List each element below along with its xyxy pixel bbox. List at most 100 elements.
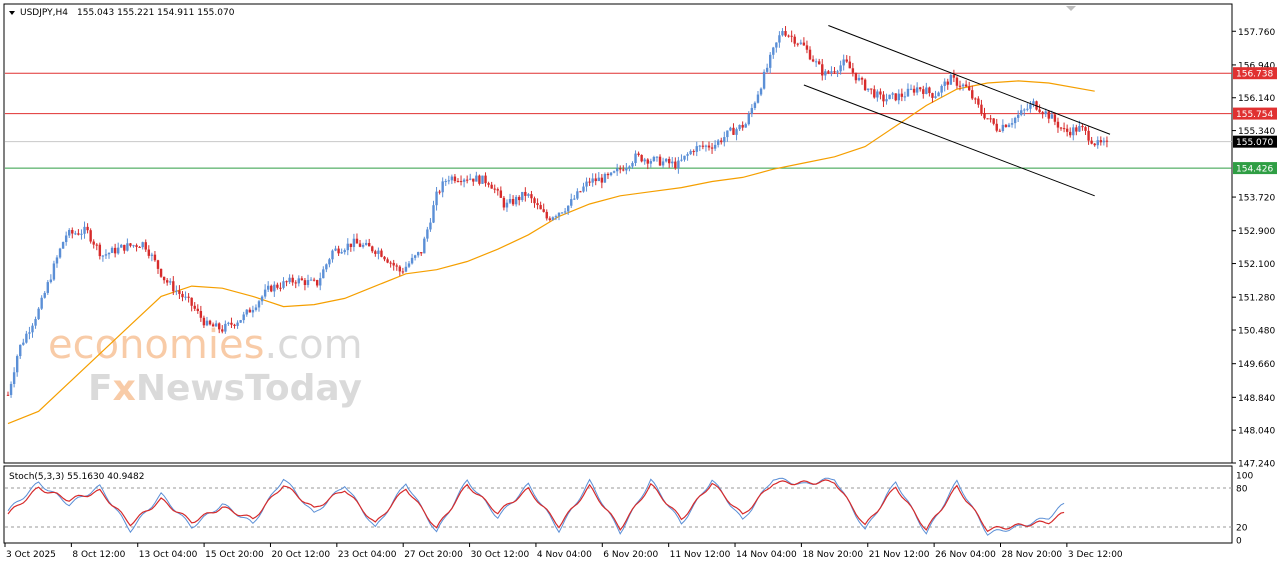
level-badge-label: 154.426 (1236, 165, 1273, 175)
candle-body (334, 248, 337, 251)
candle-body (426, 229, 429, 239)
candle-body (652, 156, 656, 162)
candle-body (756, 94, 760, 103)
time-tick-label: 18 Nov 20:00 (802, 550, 863, 560)
candle-body (46, 282, 49, 293)
level-badge (1233, 67, 1277, 80)
candle-body (943, 81, 946, 86)
candle-body (123, 244, 126, 251)
candle-body (738, 124, 741, 130)
candle-body (1102, 140, 1106, 143)
candle-body (202, 317, 206, 326)
candle-body (643, 159, 646, 162)
candle-body (218, 323, 221, 330)
candle-body (113, 247, 117, 254)
candle-body (413, 255, 417, 258)
candle-body (459, 181, 463, 183)
candle-body (364, 242, 368, 245)
candle-body (315, 280, 319, 286)
candle-body (1056, 121, 1060, 128)
candle-body (456, 181, 460, 183)
candle-body (1093, 143, 1096, 146)
candle-body (983, 113, 986, 119)
candle-body (423, 238, 426, 254)
candle-body (863, 79, 867, 91)
candle-body (141, 242, 144, 248)
candle-body (909, 88, 913, 90)
candle-body (1087, 130, 1090, 141)
candle-body (882, 94, 885, 102)
candle-body (58, 248, 62, 258)
candle-body (649, 161, 653, 164)
dropdown-arrow-icon[interactable] (9, 11, 15, 15)
candle-body (184, 296, 187, 298)
channel-upper-line (828, 25, 1111, 135)
candle-body (759, 88, 763, 95)
candle-body (340, 252, 343, 254)
candle-body (784, 31, 787, 36)
candle-body (839, 65, 842, 72)
candle-body (1059, 127, 1063, 129)
candle-body (325, 264, 328, 270)
candle-body (762, 71, 766, 89)
stoch-tick-label: 100 (1236, 472, 1253, 482)
candle-body (120, 244, 123, 248)
symbol-label: USDJPY,H4 (20, 8, 68, 18)
candle-body (548, 218, 552, 220)
candle-body (472, 178, 475, 182)
horizontal-levels (5, 72, 1232, 169)
candle-body (251, 309, 255, 313)
candle-body (147, 249, 151, 256)
candle-body (349, 243, 353, 248)
candle-body (845, 59, 848, 62)
candle-body (98, 244, 102, 257)
candle-body (1029, 104, 1032, 109)
candle-body (49, 279, 53, 283)
candle-body (404, 266, 408, 272)
candle-body (824, 71, 827, 76)
candle-body (291, 277, 294, 283)
candle-body (401, 271, 405, 273)
candle-body (1050, 114, 1054, 119)
candle-body (502, 197, 506, 208)
candle-body (392, 262, 395, 266)
candle-body (34, 319, 37, 326)
stoch-main-line (7, 477, 1065, 536)
candle-body (1007, 124, 1011, 128)
candle-body (306, 280, 310, 285)
candle-body (661, 161, 665, 166)
candle-body (83, 226, 86, 234)
candle-body (1096, 140, 1099, 146)
candle-body (80, 233, 83, 235)
candle-body (441, 181, 444, 193)
level-badge-label: 155.754 (1236, 110, 1273, 120)
candle-body (361, 244, 365, 247)
candle-body (958, 85, 962, 87)
moving-average (7, 80, 1095, 425)
watermark-f: F (88, 368, 113, 409)
candle-body (254, 307, 258, 310)
candle-body (132, 245, 135, 247)
candle-body (1078, 125, 1081, 132)
candle-body (383, 256, 386, 260)
candle-body (977, 98, 980, 105)
candle-body (530, 194, 533, 199)
candle-body (187, 296, 190, 298)
candle-body (257, 301, 261, 308)
candle-body (1069, 131, 1072, 136)
candle-body (156, 260, 160, 269)
candle-body (1062, 128, 1066, 130)
candle-body (469, 178, 472, 180)
price-tick-label: 148.840 (1238, 394, 1275, 404)
candle-body (1016, 114, 1020, 118)
scroll-marker-icon[interactable] (1066, 6, 1076, 11)
candle-body (126, 243, 129, 251)
candle-body (588, 181, 591, 183)
candle-body (1084, 127, 1087, 131)
candle-body (355, 238, 359, 244)
candle-body (603, 173, 607, 183)
candle-body (967, 86, 971, 91)
candle-body (279, 287, 282, 289)
candle-body (557, 212, 561, 217)
